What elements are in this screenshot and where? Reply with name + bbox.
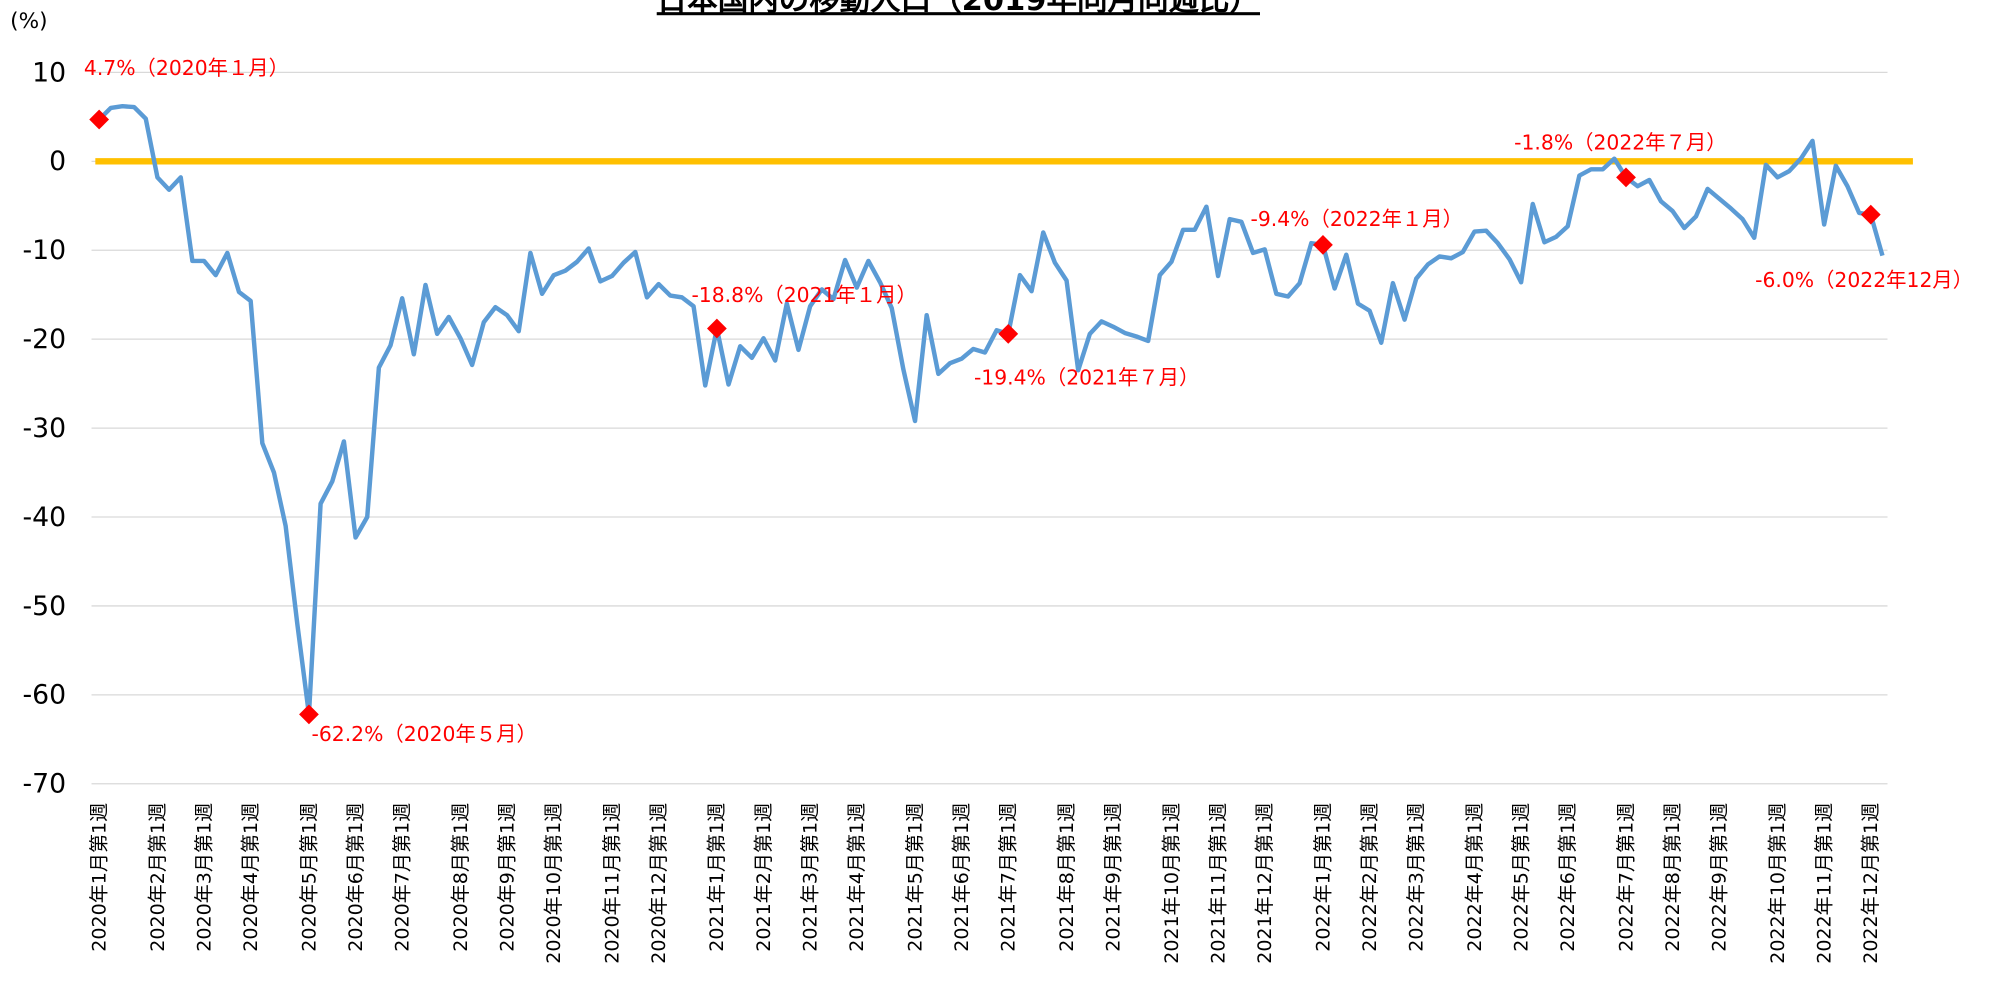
chart-title: 日本国内の移動人口（2019年同月同週比）	[657, 0, 1260, 18]
annotation-marker	[1860, 204, 1881, 225]
x-tick-label: 2020年8月第1週	[450, 803, 472, 952]
x-tick-label: 2022年4月第1週	[1464, 803, 1486, 952]
x-tick-label: 2021年4月第1週	[846, 803, 868, 952]
x-tick-label: 2022年7月第1週	[1615, 803, 1637, 952]
x-tick-label: 2021年12月第1週	[1254, 803, 1276, 964]
x-tick-label: 2021年1月第1週	[706, 803, 728, 952]
y-tick-label: 10	[32, 57, 66, 88]
annotation-label: -6.0%（2022年12月）	[1755, 268, 1973, 292]
x-tick-label: 2022年6月第1週	[1557, 803, 1579, 952]
y-tick-label: -30	[23, 413, 67, 444]
y-tick-label: -60	[23, 680, 67, 711]
x-tick-label: 2022年1月第1週	[1312, 803, 1334, 952]
x-tick-label: 2020年9月第1週	[496, 803, 518, 952]
annotation-label: -1.8%（2022年７月）	[1514, 130, 1726, 154]
x-tick-label: 2020年10月第1週	[543, 803, 565, 964]
x-tick-label: 2020年6月第1週	[345, 803, 367, 952]
annotation-marker	[706, 318, 727, 339]
annotation-label: -18.8%（2021年１月）	[691, 283, 916, 307]
x-tick-label: 2021年5月第1週	[904, 803, 926, 952]
x-tick-label: 2022年5月第1週	[1510, 803, 1532, 952]
x-tick-label: 2021年10月第1週	[1161, 803, 1183, 964]
x-tick-label: 2022年8月第1週	[1662, 803, 1684, 952]
x-tick-label: 2021年2月第1週	[753, 803, 775, 952]
annotation-label: -62.2%（2020年５月）	[311, 722, 536, 746]
y-tick-label: -40	[23, 502, 67, 533]
annotation-marker	[998, 323, 1019, 344]
x-tick-label: 2020年1月第1週	[88, 803, 110, 952]
data-line	[97, 103, 1885, 717]
x-tick-label: 2021年3月第1週	[799, 803, 821, 952]
x-tick-label: 2020年4月第1週	[240, 803, 262, 952]
x-tick-label: 2021年6月第1週	[951, 803, 973, 952]
x-tick-label: 2020年11月第1週	[601, 803, 623, 964]
y-tick-label: -70	[23, 769, 67, 800]
annotation-marker	[1313, 235, 1333, 255]
annotation-marker	[1616, 167, 1636, 188]
x-tick-label: 2022年11月第1週	[1814, 803, 1836, 964]
x-tick-label: 2020年3月第1週	[193, 803, 215, 952]
x-tick-label: 2020年5月第1週	[298, 803, 320, 952]
x-tick-label: 2020年2月第1週	[147, 803, 169, 952]
annotation-label: -19.4%（2021年７月）	[974, 366, 1199, 390]
annotation-label: -9.4%（2022年１月）	[1251, 207, 1463, 231]
x-tick-label: 2022年12月第1週	[1860, 803, 1882, 964]
y-tick-label: -50	[23, 591, 67, 622]
x-tick-label: 2020年7月第1週	[392, 803, 414, 952]
x-tick-label: 2021年9月第1週	[1103, 803, 1125, 952]
x-tick-label: 2020年12月第1週	[648, 803, 670, 964]
x-tick-label: 2022年2月第1週	[1359, 803, 1381, 952]
x-tick-label: 2022年9月第1週	[1709, 803, 1731, 952]
y-tick-label: 0	[49, 146, 66, 177]
annotation-marker	[299, 704, 319, 725]
annotation-label: 4.7%（2020年１月）	[84, 56, 289, 80]
x-tick-label: 2021年7月第1週	[998, 803, 1020, 952]
x-tick-label: 2021年8月第1週	[1056, 803, 1078, 952]
x-tick-label: 2022年3月第1週	[1406, 803, 1428, 952]
y-tick-label: -10	[23, 235, 67, 266]
y-tick-label: -20	[23, 324, 67, 355]
x-tick-label: 2021年11月第1週	[1207, 803, 1229, 964]
x-tick-label: 2022年10月第1週	[1767, 803, 1789, 964]
y-axis-label: (%)	[10, 9, 47, 34]
